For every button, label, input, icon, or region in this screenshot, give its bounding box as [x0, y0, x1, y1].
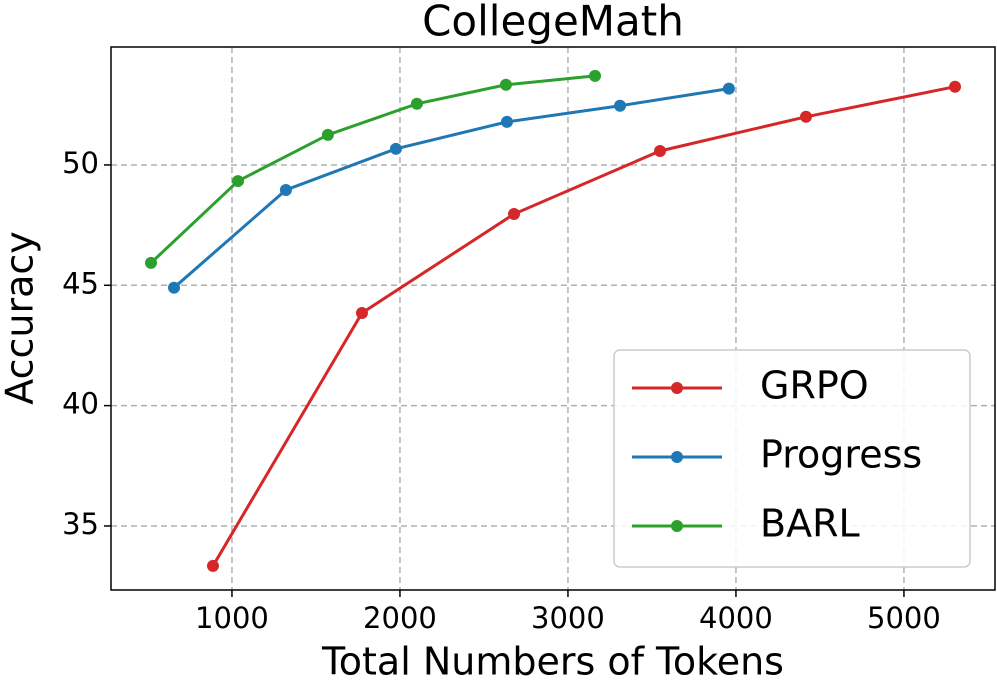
point	[500, 115, 513, 128]
point	[499, 78, 512, 91]
legend-marker	[671, 382, 683, 394]
y-axis-label: Accuracy	[0, 231, 42, 405]
line	[149, 74, 596, 264]
point	[389, 142, 402, 155]
point	[722, 82, 735, 95]
point	[206, 559, 219, 572]
y-tick-label: 35	[62, 507, 99, 541]
chart-title: CollegeMath	[422, 0, 684, 46]
x-tick-label: 2000	[363, 601, 437, 635]
plot-frame	[110, 46, 996, 591]
x-axis-label: Total Numbers of Tokens	[321, 640, 784, 684]
point	[614, 99, 627, 112]
point	[949, 80, 962, 93]
legend-label: Progress	[760, 433, 922, 477]
x-tick-label: 4000	[699, 601, 773, 635]
y-tick-label: 45	[62, 266, 99, 300]
legend-label: GRPO	[760, 364, 869, 408]
point	[588, 69, 601, 82]
point	[800, 110, 813, 123]
x-tick-label: 5000	[867, 601, 941, 635]
point	[232, 175, 245, 188]
point	[355, 306, 368, 319]
line	[211, 85, 956, 567]
point	[410, 97, 423, 110]
legend-box	[613, 349, 971, 568]
point	[167, 281, 180, 294]
point	[144, 256, 157, 269]
legend-label: BARL	[760, 502, 860, 546]
legend-marker	[671, 451, 683, 463]
x-tick-label: 3000	[531, 601, 605, 635]
y-tick-label: 40	[62, 387, 99, 421]
point	[321, 128, 334, 141]
legend-marker	[671, 520, 683, 532]
line	[173, 87, 730, 289]
y-tick-label: 50	[62, 146, 99, 180]
point	[279, 183, 292, 196]
point	[508, 208, 521, 221]
x-tick-label: 1000	[195, 601, 269, 635]
point	[654, 144, 667, 157]
